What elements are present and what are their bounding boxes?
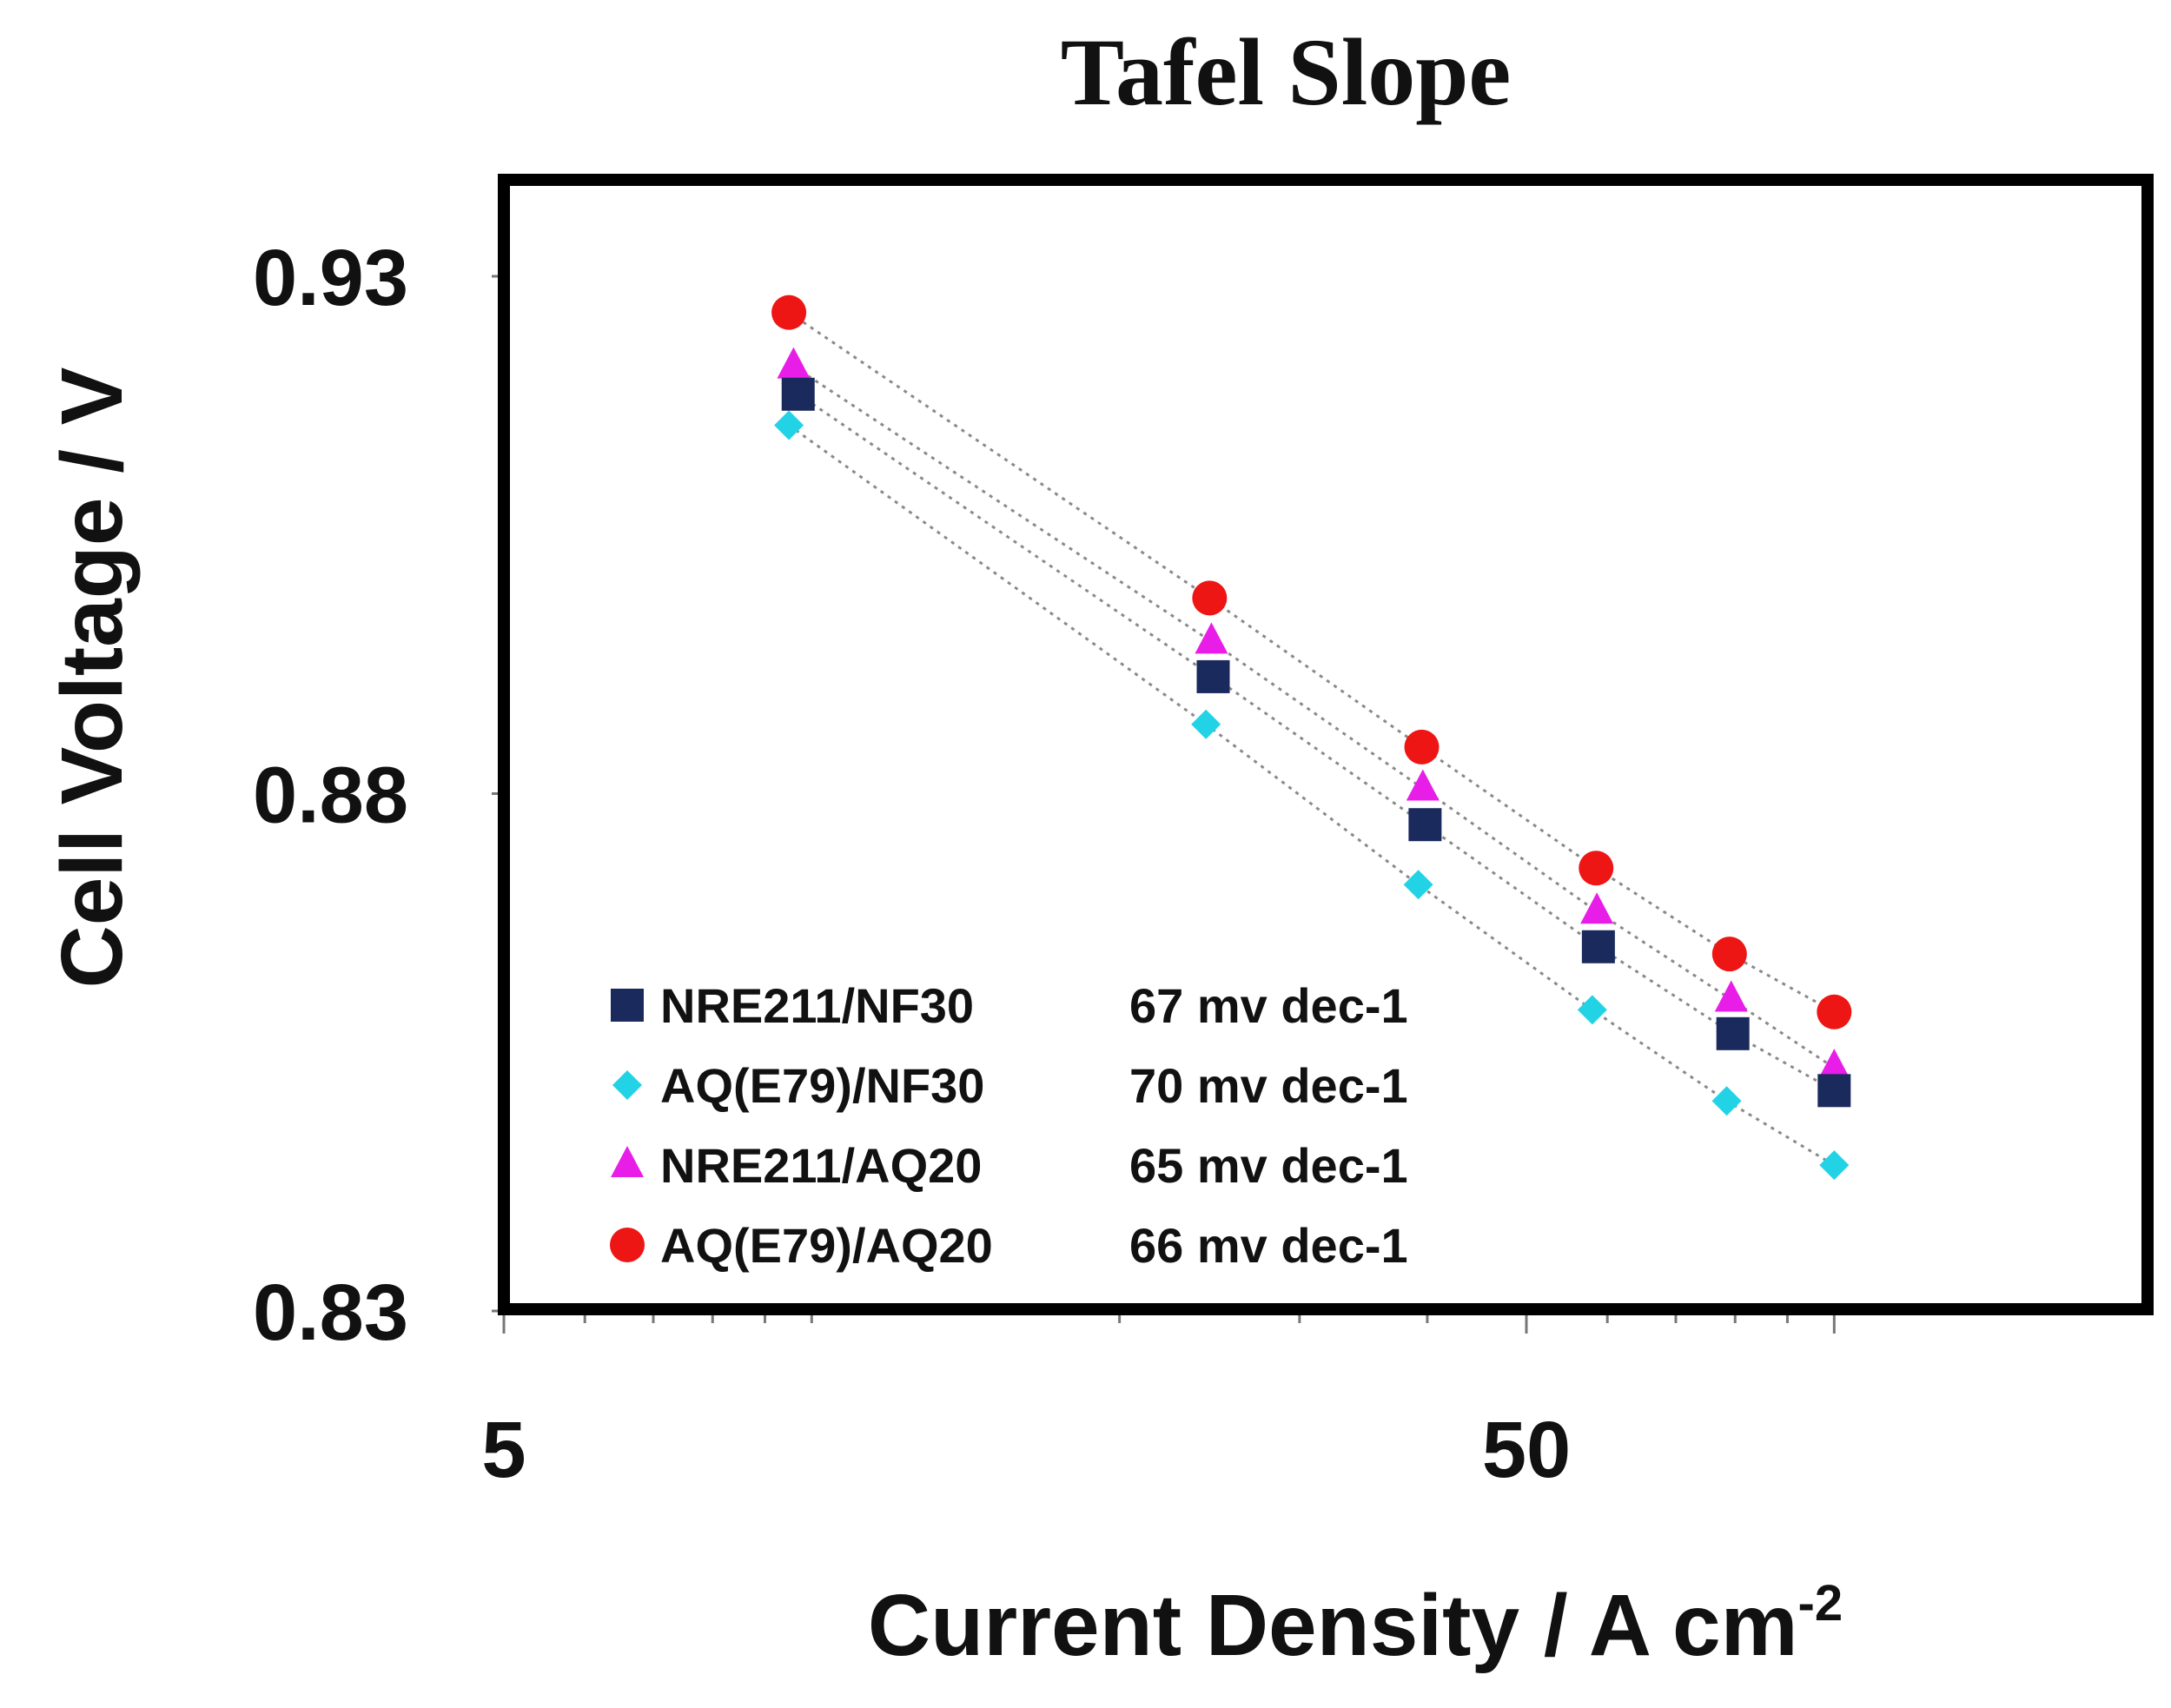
data-point-s3-0 xyxy=(771,295,807,330)
trendline-1 xyxy=(788,424,1836,1167)
data-point-s0-5 xyxy=(1817,1074,1851,1108)
data-point-s2-5 xyxy=(1817,1049,1851,1081)
legend-marker-3 xyxy=(610,1228,645,1262)
data-point-s0-4 xyxy=(1716,1016,1750,1050)
x-tick-label-1: 50 xyxy=(1482,1406,1571,1494)
plot-frame xyxy=(498,174,2154,1315)
legend-marker-2 xyxy=(611,1146,644,1177)
data-point-s2-2 xyxy=(1406,769,1440,801)
chart-title: Tafel Slope xyxy=(1061,19,1512,125)
legend-marker-0 xyxy=(611,989,644,1022)
legend-slope-3: 66 mv dec-1 xyxy=(1129,1218,1408,1273)
data-point-s0-0 xyxy=(781,377,815,411)
legend-label-1: AQ(E79)/NF30 xyxy=(660,1058,984,1113)
data-point-s2-4 xyxy=(1714,980,1748,1012)
data-point-s3-5 xyxy=(1817,994,1852,1029)
y-tick-label-0: 0.93 xyxy=(253,234,408,322)
trendline-3 xyxy=(788,311,1836,1014)
x-axis-label: Current Density / A cm-2 xyxy=(868,1575,1843,1674)
legend-label-2: NRE211/AQ20 xyxy=(660,1138,982,1193)
data-point-s0-1 xyxy=(1196,659,1230,693)
x-tick-label-0: 5 xyxy=(481,1406,526,1494)
legend-slope-2: 65 mv dec-1 xyxy=(1129,1138,1408,1193)
data-point-s3-4 xyxy=(1711,937,1747,972)
legend-slope-0: 67 mv dec-1 xyxy=(1129,978,1408,1033)
data-point-s1-5 xyxy=(1819,1150,1850,1181)
data-point-s2-3 xyxy=(1580,892,1614,924)
y-tick-label-1: 0.88 xyxy=(253,751,408,840)
trendline-2 xyxy=(792,365,1836,1069)
y-tick-label-2: 0.83 xyxy=(253,1268,408,1357)
data-point-s3-1 xyxy=(1192,580,1228,616)
data-point-s0-3 xyxy=(1581,930,1615,963)
y-axis-label: Cell Voltage / V xyxy=(43,367,141,988)
legend-label-3: AQ(E79)/AQ20 xyxy=(660,1218,993,1273)
data-point-s1-1 xyxy=(1191,709,1221,739)
data-point-s1-3 xyxy=(1577,995,1607,1025)
data-point-s1-2 xyxy=(1403,870,1433,900)
legend-marker-1 xyxy=(612,1070,642,1100)
trendline-0 xyxy=(797,393,1836,1092)
data-point-s3-2 xyxy=(1404,729,1440,765)
legend-slope-1: 70 mv dec-1 xyxy=(1129,1058,1408,1113)
legend-label-0: NRE211/NF30 xyxy=(660,978,974,1033)
legend: NRE211/NF30 67 mv dec-1 AQ(E79)/NF30 70 mv … xyxy=(610,978,1408,1273)
data-point-s2-0 xyxy=(777,347,811,379)
data-point-s1-0 xyxy=(774,410,804,440)
data-point-s1-4 xyxy=(1711,1086,1742,1116)
data-point-s3-3 xyxy=(1579,851,1614,886)
data-point-s2-1 xyxy=(1195,622,1228,654)
data-point-s0-2 xyxy=(1408,808,1442,842)
